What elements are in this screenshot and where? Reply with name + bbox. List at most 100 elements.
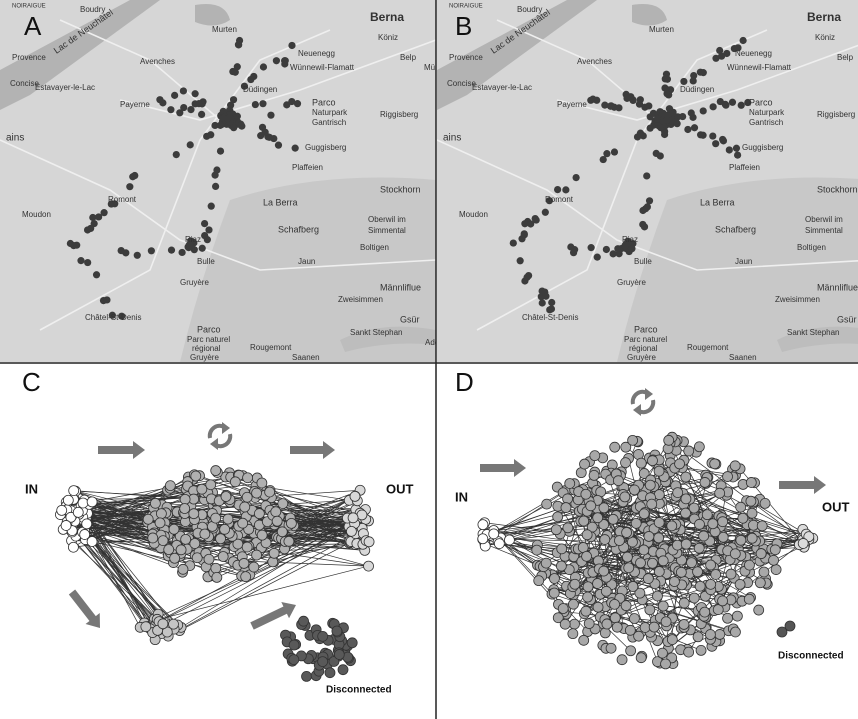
node (647, 456, 657, 466)
node (738, 513, 748, 523)
map-place-label: Gsür (837, 314, 857, 324)
map-a: NOIRAIGUEBoudryBernaKönizProvenceLac de … (0, 0, 440, 362)
node (278, 499, 288, 509)
node (711, 569, 721, 579)
node (242, 542, 252, 552)
node (654, 566, 664, 576)
site-dot (167, 106, 174, 113)
in-label: IN (455, 489, 468, 504)
node (338, 665, 348, 675)
node (565, 478, 575, 488)
node (769, 555, 779, 565)
site-dot (611, 148, 618, 155)
site-dot (593, 97, 600, 104)
site-dot (729, 99, 736, 106)
map-place-label: Riggisberg (817, 110, 855, 119)
map-place-label: Provence (449, 53, 483, 62)
site-dot (726, 146, 733, 153)
map-place-label: ains (6, 133, 24, 144)
node (218, 551, 228, 561)
node (211, 563, 221, 573)
site-dot (179, 249, 186, 256)
site-dot (180, 104, 187, 111)
node (364, 561, 374, 571)
site-dot (709, 132, 716, 139)
map-place-label: Gruyère (190, 353, 219, 362)
node (558, 604, 568, 614)
node (710, 459, 720, 469)
node (583, 582, 593, 592)
node (82, 519, 92, 529)
node (556, 561, 566, 571)
node (617, 655, 627, 665)
node (582, 551, 592, 561)
node (478, 534, 488, 544)
node (705, 630, 715, 640)
node (684, 647, 694, 657)
site-dot (134, 252, 141, 259)
node (242, 492, 252, 502)
site-dot (266, 134, 273, 141)
map-place-label: Riaz (622, 235, 638, 244)
site-dot (600, 156, 607, 163)
map-place-label: Sankt Stephan (350, 328, 402, 337)
node (700, 477, 710, 487)
node (347, 638, 357, 648)
node (489, 529, 499, 539)
disconnected-label: Disconnected (778, 651, 844, 662)
site-dot (554, 186, 561, 193)
node (612, 622, 622, 632)
node (241, 572, 251, 582)
panel-label: B (455, 11, 472, 41)
site-dot (67, 240, 74, 247)
site-dot (217, 122, 224, 129)
node (636, 653, 646, 663)
site-dot (601, 102, 608, 109)
node (622, 528, 632, 538)
node (68, 542, 78, 552)
node (325, 668, 335, 678)
map-place-label: Boltigen (360, 243, 389, 252)
node (640, 622, 650, 632)
node (164, 545, 174, 555)
map-place-label: Mü (424, 63, 435, 72)
node (610, 442, 620, 452)
node (636, 558, 646, 568)
node (286, 518, 296, 528)
node (687, 558, 697, 568)
map-place-label: Parco (749, 97, 773, 107)
map-place-label: ains (443, 133, 461, 144)
node (628, 435, 638, 445)
node (610, 613, 620, 623)
site-dot (712, 140, 719, 147)
map-place-label: Schafberg (715, 224, 756, 234)
site-dot (712, 55, 719, 62)
node (621, 458, 631, 468)
node (560, 619, 570, 629)
node (715, 488, 725, 498)
node (541, 558, 551, 568)
site-dot (628, 245, 635, 252)
node (63, 495, 73, 505)
site-dot (180, 87, 187, 94)
site-dot (173, 151, 180, 158)
node (746, 496, 756, 506)
site-dot (603, 246, 610, 253)
node (785, 621, 795, 631)
site-dot (93, 271, 100, 278)
node (169, 524, 179, 534)
node (277, 527, 287, 537)
map-place-label: La Berra (263, 197, 298, 207)
node (702, 510, 712, 520)
map-place-label: Parc naturel (187, 335, 230, 344)
node (621, 601, 631, 611)
node (252, 488, 262, 498)
site-dot (663, 117, 670, 124)
node (586, 501, 596, 511)
node (561, 503, 571, 513)
node (318, 657, 328, 667)
map-place-label: Bulle (634, 257, 652, 266)
node (549, 588, 559, 598)
node (551, 525, 561, 535)
site-dot (252, 101, 259, 108)
